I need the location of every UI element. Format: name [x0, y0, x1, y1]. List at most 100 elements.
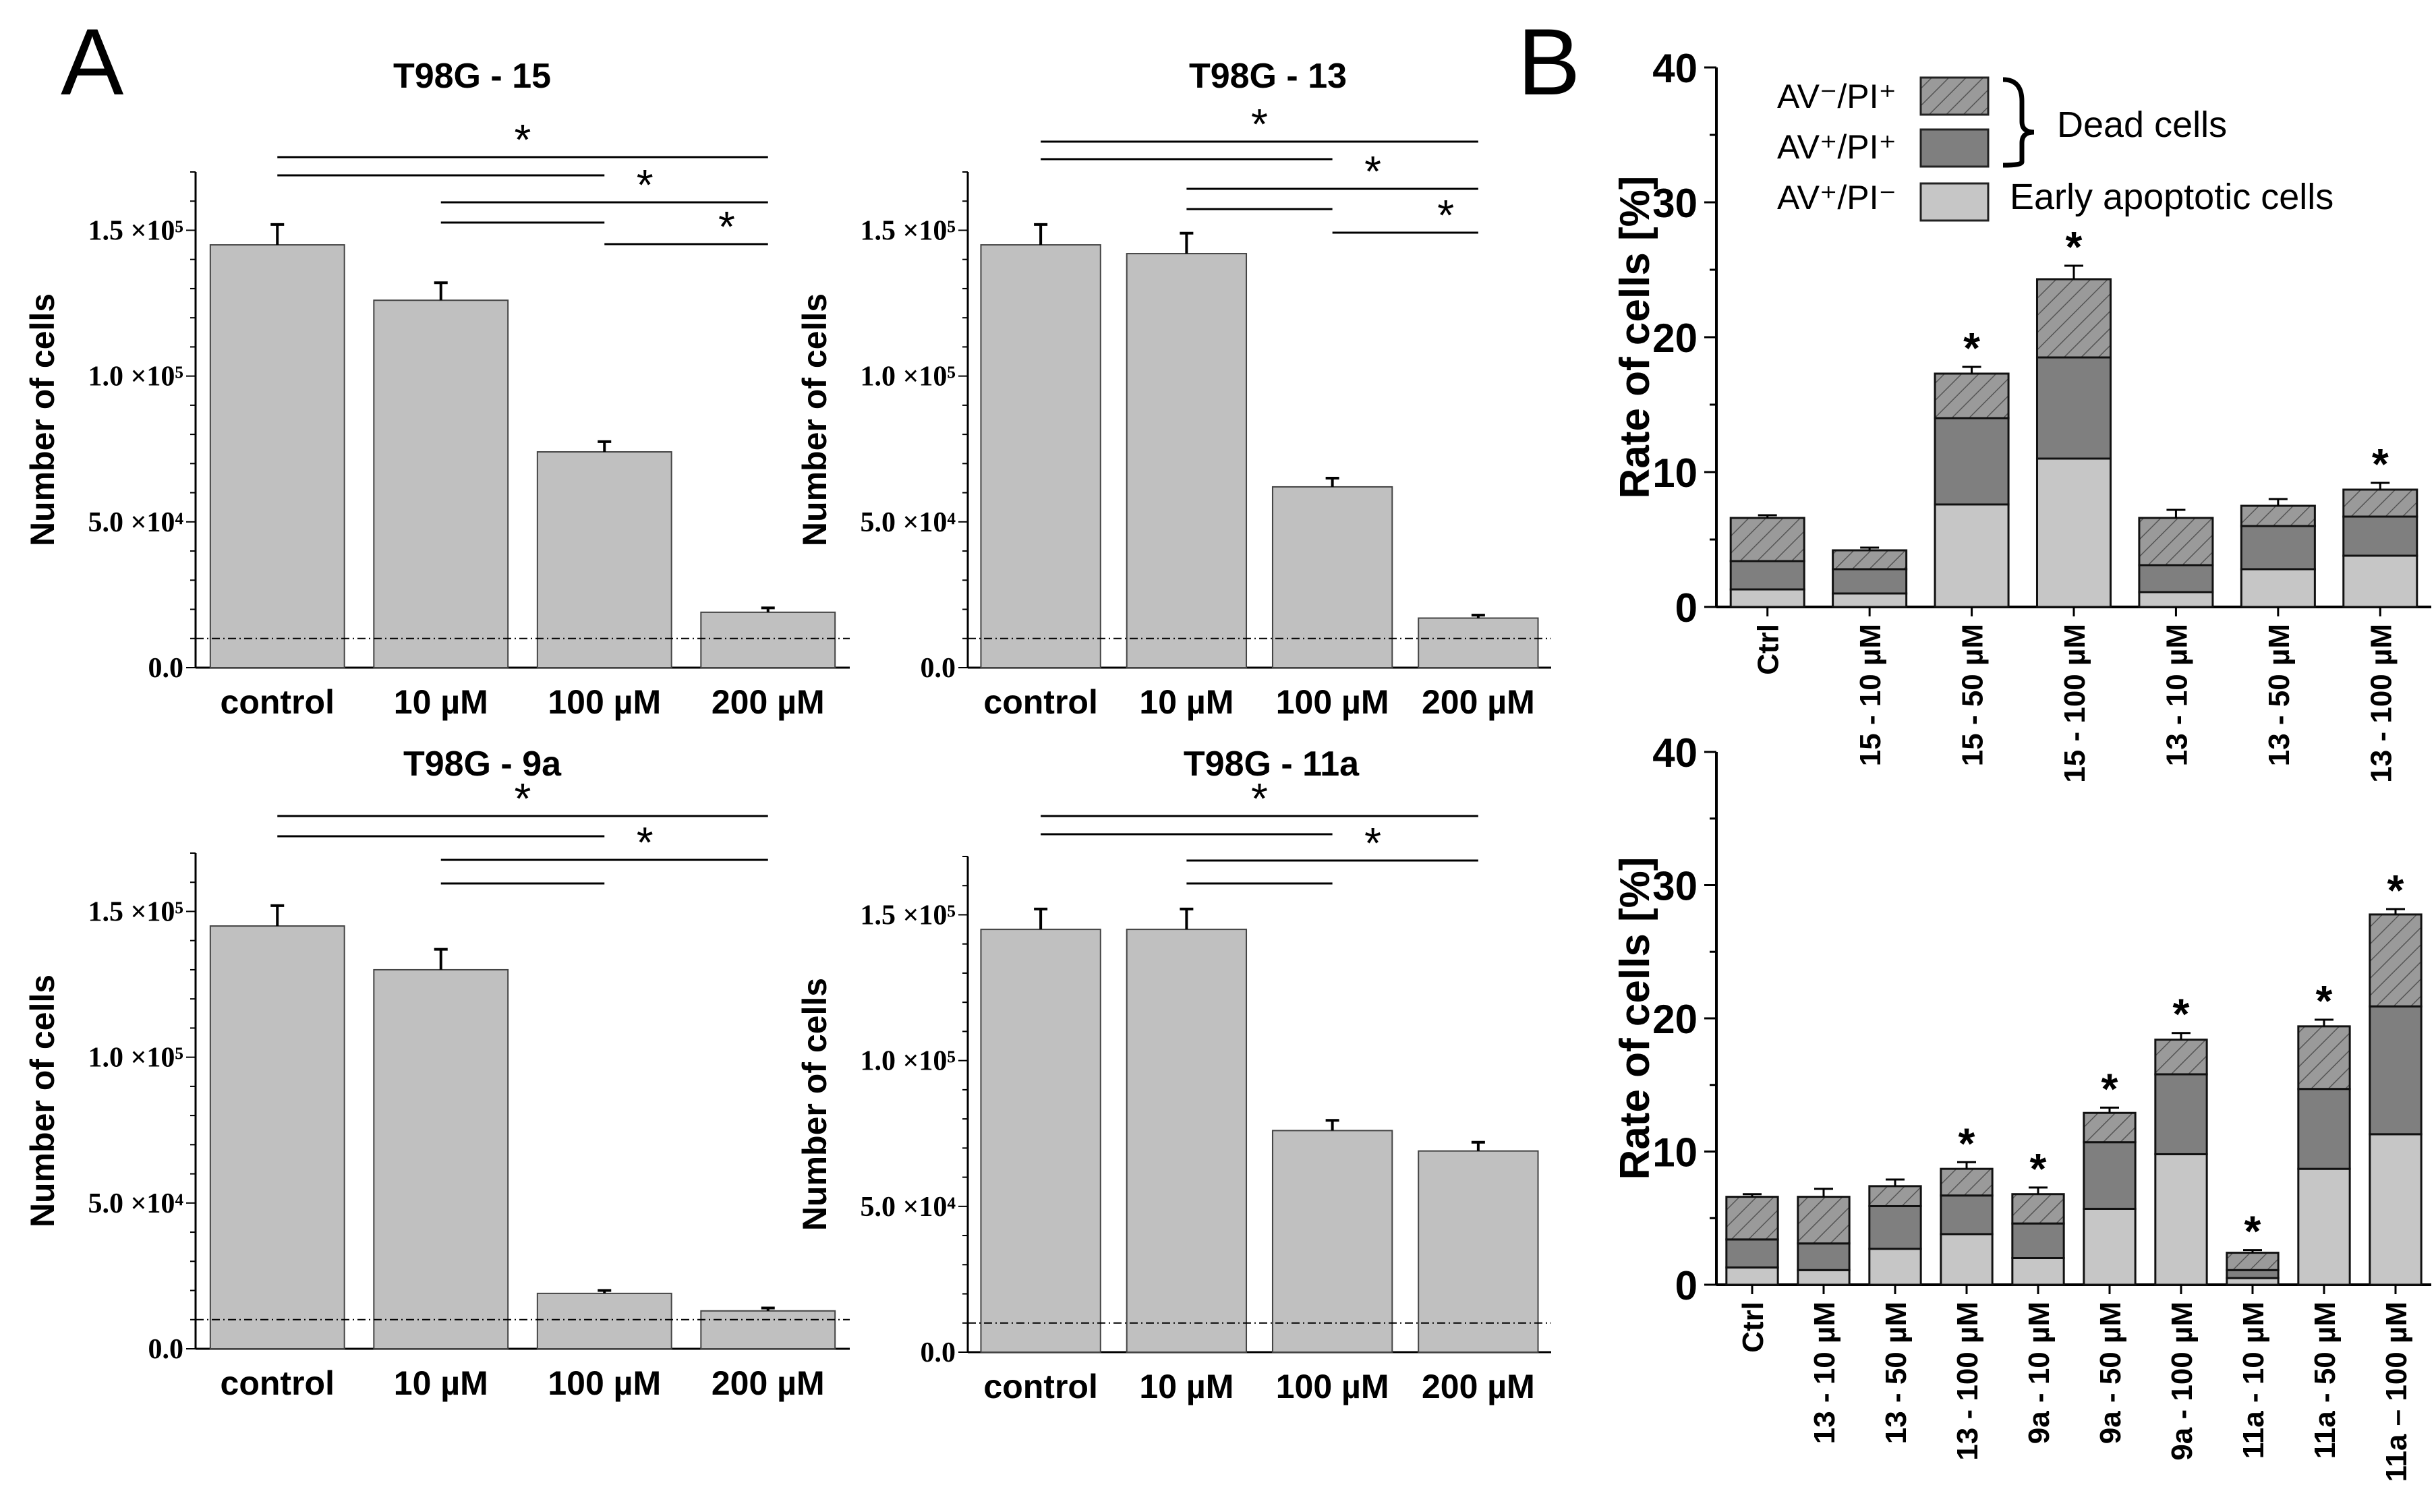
x-tick-label: 100 µM: [548, 1364, 661, 1402]
x-tick-label: control: [983, 683, 1097, 721]
significance-star: *: [515, 115, 531, 164]
significance-star: *: [2030, 1144, 2047, 1193]
stack-segment: [1868, 1185, 1922, 1207]
chart-title: T98G - 15: [393, 57, 551, 96]
panel-label-a: A: [61, 9, 124, 115]
stack-segment: [2297, 1088, 2351, 1170]
stack-segment: [2342, 515, 2418, 557]
stack-segment: [2240, 568, 2316, 608]
x-tick-label: control: [221, 683, 335, 721]
y-axis-label: Number of cells: [24, 293, 61, 546]
significance-star: *: [1364, 147, 1381, 196]
bar: [980, 244, 1101, 668]
stack-segment: [1934, 503, 2010, 608]
y-axis-label: Number of cells: [796, 978, 834, 1231]
legend-swatch-hatched: [1919, 76, 1990, 116]
x-tick-label: 10 µM: [1139, 1368, 1234, 1405]
stack-segment: [1940, 1194, 1994, 1235]
significance-star: *: [1959, 1119, 1975, 1167]
stack-segment: [2154, 1153, 2208, 1286]
y-axis-label: Number of cells: [24, 975, 61, 1227]
stack-segment: [2369, 1005, 2423, 1136]
y-tick-label: 30: [1652, 864, 1698, 909]
x-tick-label: Ctrl: [1737, 1302, 1770, 1353]
x-tick-label: 10 µM: [394, 683, 488, 721]
chart-t98g-11a: T98G - 11a 0.0 5.0 ×10⁴ 1.0 ×10⁵ 1.5 ×10⁵ Num…: [796, 745, 1551, 1405]
x-tick-label: 200 µM: [712, 683, 825, 721]
x-tick-label: 200 µM: [712, 1364, 825, 1402]
y-tick-label: 0.0: [921, 1337, 956, 1368]
significance-star: *: [2101, 1064, 2118, 1113]
x-tick-label: 13 - 100 µM: [2365, 624, 2398, 783]
significance-star: *: [637, 161, 654, 209]
stack-segment: [1797, 1196, 1851, 1245]
stack-segment: [2240, 504, 2316, 527]
legend: AV⁻/PI⁺ AV⁺/PI⁺ AV⁺/PI⁻ Dead cells Early…: [1777, 76, 2333, 222]
stack-segment: [1797, 1242, 1851, 1271]
x-tick-label: 200 µM: [1422, 1368, 1535, 1405]
chart-apoptosis-top: 0 10 20 30 40 Rate of cells [%] Ctrl 15 - 10 µM…: [1612, 46, 2431, 783]
y-tick-label: 10: [1652, 1130, 1698, 1175]
x-tick-label: control: [983, 1368, 1097, 1405]
bar: [700, 1310, 836, 1349]
chart-title: T98G - 13: [1189, 57, 1347, 96]
stack-segment: [1868, 1204, 1922, 1250]
x-tick-label: 200 µM: [1422, 683, 1535, 721]
stack-segment: [1725, 1238, 1779, 1269]
stack-segment: [2342, 488, 2418, 518]
stack-segment: [2035, 356, 2112, 460]
significance-star: *: [2066, 223, 2083, 271]
bar: [209, 244, 345, 668]
chart-apoptosis-bottom: 0 10 20 30 40 Rate of cells [%] Ctrl 13 - 10 µM…: [1612, 730, 2431, 1482]
y-tick-label: 0.0: [148, 1334, 184, 1365]
x-tick-label: 9a - 100 µM: [2166, 1302, 2199, 1461]
stack-segment: [1934, 372, 2010, 419]
y-tick-label: 1.5 ×10⁵: [88, 896, 183, 927]
stack-segment: [1729, 560, 1805, 591]
y-tick-label: 10: [1652, 450, 1698, 496]
x-tick-label: 13 - 100 µM: [1951, 1302, 1984, 1461]
significance-star: *: [1437, 191, 1454, 239]
x-tick-label: 11a - 50 µM: [2309, 1302, 2342, 1459]
legend-label-dead-neg: AV⁻/PI⁺: [1777, 78, 1896, 115]
y-axis-label: Rate of cells [%]: [1612, 857, 1658, 1180]
x-tick-label: 10 µM: [1139, 683, 1234, 721]
chart-title: T98G - 11a: [1184, 745, 1360, 784]
y-tick-label: 0.0: [148, 653, 184, 684]
significance-star: *: [2316, 977, 2333, 1025]
significance-star: *: [1251, 100, 1268, 148]
stack-segment: [1940, 1233, 1994, 1286]
significance-star: *: [515, 774, 531, 823]
x-tick-label: 13 - 10 µM: [2160, 624, 2193, 766]
y-tick-label: 20: [1652, 316, 1698, 361]
stack-segment: [2083, 1207, 2137, 1286]
y-axis-label: Rate of cells [%]: [1612, 176, 1658, 499]
y-tick-label: 0.0: [921, 653, 956, 684]
bar: [1418, 1150, 1539, 1354]
y-tick-label: 1.0 ×10⁵: [88, 1043, 183, 1074]
stack-segment: [1725, 1196, 1779, 1241]
stack-segment: [2083, 1111, 2137, 1144]
y-tick-label: 30: [1652, 181, 1698, 226]
bar: [1271, 1130, 1393, 1353]
x-tick-label: 10 µM: [394, 1364, 488, 1402]
significance-star: *: [637, 818, 654, 867]
y-tick-label: 5.0 ×10⁴: [860, 1192, 956, 1223]
legend-swatch-light: [1919, 182, 1990, 222]
y-tick-label: 40: [1652, 730, 1698, 776]
x-tick-label: 9a - 10 µM: [2023, 1302, 2056, 1444]
x-tick-label: 13 - 50 µM: [1880, 1302, 1913, 1444]
stack-segment: [2035, 278, 2112, 359]
y-tick-label: 1.5 ×10⁵: [88, 215, 183, 246]
chart-t98g-9a: T98G - 9a 0.0 5.0 ×10⁴ 1.0 ×10⁵ 1.5 ×10⁵ Numb…: [24, 745, 850, 1402]
x-tick-label: 13 - 50 µM: [2263, 624, 2296, 766]
stack-segment: [1729, 517, 1805, 562]
y-tick-label: 5.0 ×10⁴: [88, 507, 183, 538]
bar: [536, 451, 672, 668]
significance-star: *: [2372, 440, 2389, 488]
significance-star: *: [718, 202, 735, 251]
x-tick-label: 100 µM: [1276, 683, 1389, 721]
stack-segment: [2138, 517, 2214, 566]
stack-segment: [1729, 588, 1805, 608]
legend-swatch-dark: [1919, 128, 1990, 168]
